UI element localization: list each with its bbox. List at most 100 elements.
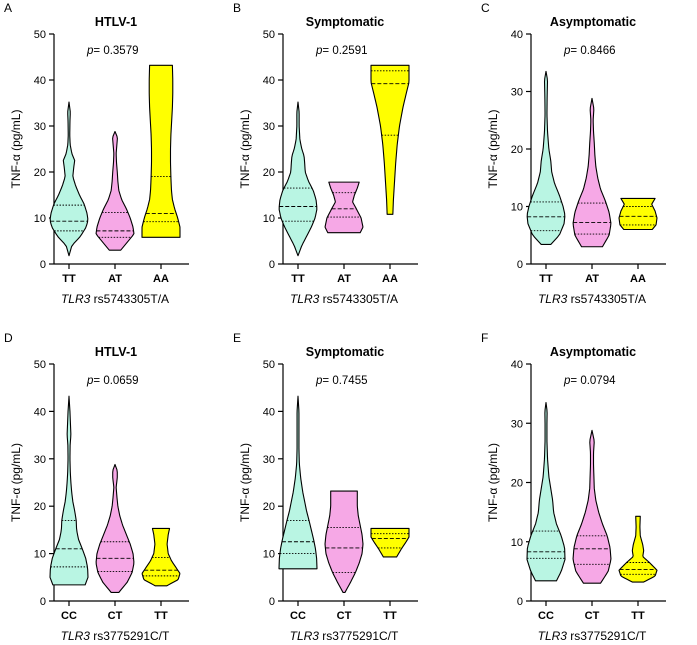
panel-a-x-tick-label: TT (62, 273, 76, 285)
panel-e-y-tick-label: 50 (263, 359, 275, 371)
panel-b-y-tick-label: 10 (263, 213, 275, 225)
panel-a-y-tick-label: 10 (34, 213, 46, 225)
panel-c-y-tick-label: 0 (517, 259, 523, 271)
panel-f: F Asymptomatic p= 0.0794 0 10 20 30 40 TNF-α (pg… (481, 331, 666, 643)
panel-e-violin-cc (278, 395, 318, 570)
panel-a-p-value: p= 0.3579 (86, 45, 139, 57)
panel-e-violin-tt (370, 527, 410, 558)
panel-f-y-tick-label: 30 (511, 418, 523, 430)
panel-b-y-tick-label: 50 (263, 29, 275, 41)
panel-c-x-tick-label: TT (539, 273, 553, 285)
panel-c-violin-at (572, 97, 612, 248)
panel-b-x-tick-label: TT (291, 273, 305, 285)
panel-f-y-tick-label: 0 (517, 596, 523, 608)
panel-f-letter: F (481, 331, 488, 345)
panel-e-letter: E (233, 331, 241, 345)
panel-e-x-tick-label: CC (290, 610, 306, 622)
panel-c-x-tick-label: AA (630, 273, 646, 285)
panel-a-violin-tt (49, 101, 89, 257)
panel-e-p-value: p= 0.7455 (315, 375, 368, 387)
panel-d-y-tick-label: 10 (34, 549, 46, 561)
panel-a-x-tick-label: AA (153, 273, 169, 285)
panel-d-x-axis-label: TLR3 rs3775291C/T (61, 629, 170, 643)
panel-a-violin-at (95, 130, 135, 251)
panel-a-x-tick-label: AT (108, 273, 122, 285)
panel-b-violin-aa (370, 64, 410, 215)
panel-c-p-value: p= 0.8466 (563, 45, 616, 57)
panel-d-x-tick-label: CT (108, 610, 123, 622)
panel-d-y-tick-label: 0 (40, 596, 46, 608)
panel-d: D HTLV-1 p= 0.0659 0 10 20 30 40 50 TNF-α (pg/mL)… (4, 331, 189, 643)
panel-f-y-axis-label: TNF-α (pg/mL) (486, 443, 500, 522)
panel-c-x-tick-label: AT (585, 273, 599, 285)
panel-f-violin-cc (526, 401, 566, 582)
panel-d-y-axis-label: TNF-α (pg/mL) (9, 443, 23, 522)
panel-c-violin-tt (526, 70, 566, 245)
panel-c-y-tick-label: 10 (511, 202, 523, 214)
panel-b-letter: B (233, 1, 241, 15)
panel-a-y-tick-label: 0 (40, 259, 46, 271)
panel-e-x-tick-label: TT (383, 610, 397, 622)
panel-e-x-tick-label: CT (337, 610, 352, 622)
panel-c-y-axis-label: TNF-α (pg/mL) (486, 110, 500, 189)
panel-a-letter: A (4, 1, 12, 15)
panel-a: A HTLV-1 p= 0.3579 0 10 20 30 40 50 TNF-α (pg/mL)… (4, 1, 189, 306)
panel-b-y-tick-label: 30 (263, 121, 275, 133)
panel-c-title: Asymptomatic (550, 15, 636, 29)
panel-d-title: HTLV-1 (95, 345, 137, 359)
panel-c-x-axis-label: TLR3 rs5743305T/A (538, 292, 646, 306)
panel-d-y-tick-label: 30 (34, 454, 46, 466)
panel-d-y-tick-label: 20 (34, 501, 46, 513)
panel-f-violin-tt (618, 515, 658, 583)
panel-c-y-tick-label: 30 (511, 87, 523, 99)
panel-b-y-tick-label: 0 (269, 259, 275, 271)
panel-a-x-axis-label: TLR3 rs5743305T/A (61, 292, 169, 306)
panel-b: B Symptomatic p= 0.2591 0 10 20 30 40 50 TNF-α (p… (233, 1, 418, 306)
panel-f-y-tick-label: 20 (511, 478, 523, 490)
panel-f-x-axis-label: TLR3 rs3775291C/T (538, 629, 647, 643)
panel-b-violin-at (324, 181, 364, 234)
panel-e-y-tick-label: 40 (263, 406, 275, 418)
panel-e-y-tick-label: 30 (263, 454, 275, 466)
panel-a-y-tick-label: 50 (34, 29, 46, 41)
panel-f-violin-ct (572, 429, 612, 584)
panel-b-x-axis-label: TLR3 rs5743305T/A (290, 292, 398, 306)
panel-d-y-tick-label: 50 (34, 359, 46, 371)
panel-d-p-value: p= 0.0659 (86, 375, 139, 387)
panel-a-y-tick-label: 20 (34, 167, 46, 179)
panel-e-y-tick-label: 0 (269, 596, 275, 608)
panel-c-y-tick-label: 40 (511, 29, 523, 41)
panel-f-p-value: p= 0.0794 (563, 375, 616, 387)
panel-c-letter: C (481, 1, 490, 15)
panel-d-violin-cc (49, 395, 89, 586)
panel-a-y-axis-label: TNF-α (pg/mL) (9, 110, 23, 189)
panel-b-title: Symptomatic (306, 15, 385, 29)
panel-d-letter: D (4, 331, 13, 345)
panel-f-x-tick-label: CC (538, 610, 554, 622)
panel-d-x-tick-label: TT (154, 610, 168, 622)
panel-f-x-tick-label: CT (585, 610, 600, 622)
panel-a-y-tick-label: 30 (34, 121, 46, 133)
panel-b-violin-tt (278, 101, 318, 257)
panel-e-y-axis-label: TNF-α (pg/mL) (238, 443, 252, 522)
panel-e-y-tick-label: 10 (263, 549, 275, 561)
panel-c-y-tick-label: 20 (511, 144, 523, 156)
panel-f-title: Asymptomatic (550, 345, 636, 359)
panel-d-x-tick-label: CC (61, 610, 77, 622)
panel-e-x-axis-label: TLR3 rs3775291C/T (290, 629, 399, 643)
panel-e-violin-ct (324, 490, 364, 594)
panel-b-x-tick-label: AA (382, 273, 398, 285)
panel-e-y-tick-label: 20 (263, 501, 275, 513)
panel-b-y-tick-label: 40 (263, 75, 275, 87)
panel-d-violin-ct (95, 463, 135, 594)
panel-f-y-tick-label: 40 (511, 359, 523, 371)
panel-b-x-tick-label: AT (337, 273, 351, 285)
panel-e: E Symptomatic p= 0.7455 0 10 20 30 40 50 TNF-α (p… (233, 331, 418, 643)
panel-d-y-tick-label: 40 (34, 406, 46, 418)
panel-c: C Asymptomatic p= 0.8466 0 10 20 30 40 TNF-α (pg… (481, 1, 666, 306)
panel-b-y-tick-label: 20 (263, 167, 275, 179)
panel-a-violin-aa (141, 64, 181, 238)
panel-a-y-tick-label: 40 (34, 75, 46, 87)
panel-f-x-tick-label: TT (631, 610, 645, 622)
